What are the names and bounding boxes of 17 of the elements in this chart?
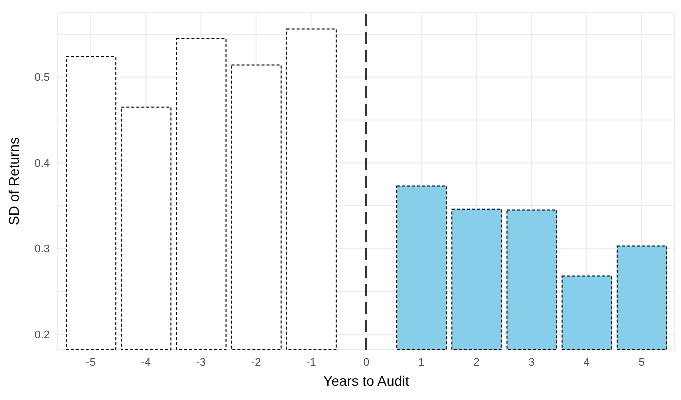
x-tick-label: 1 [418,356,425,369]
x-tick-label: 0 [363,356,370,369]
x-tick-label: 2 [474,356,480,369]
x-tick-label: -5 [86,356,96,369]
y-axis-title: SD of Returns [6,138,22,226]
x-axis-title: Years to Audit [324,373,410,389]
y-tick-label: 0.4 [34,158,50,170]
y-tick-label: 0.2 [34,329,50,342]
x-tick-label: 4 [584,356,590,369]
y-tick-label: 0.5 [34,72,50,84]
x-tick-label: -3 [196,356,206,369]
x-tick-label: 5 [638,356,646,369]
x-tick-label: -1 [306,356,316,369]
x-tick-label: -4 [141,356,152,369]
x-tick-label: 3 [528,356,535,369]
y-tick-label: 0.3 [34,244,50,256]
x-tick-label: -2 [251,356,262,369]
